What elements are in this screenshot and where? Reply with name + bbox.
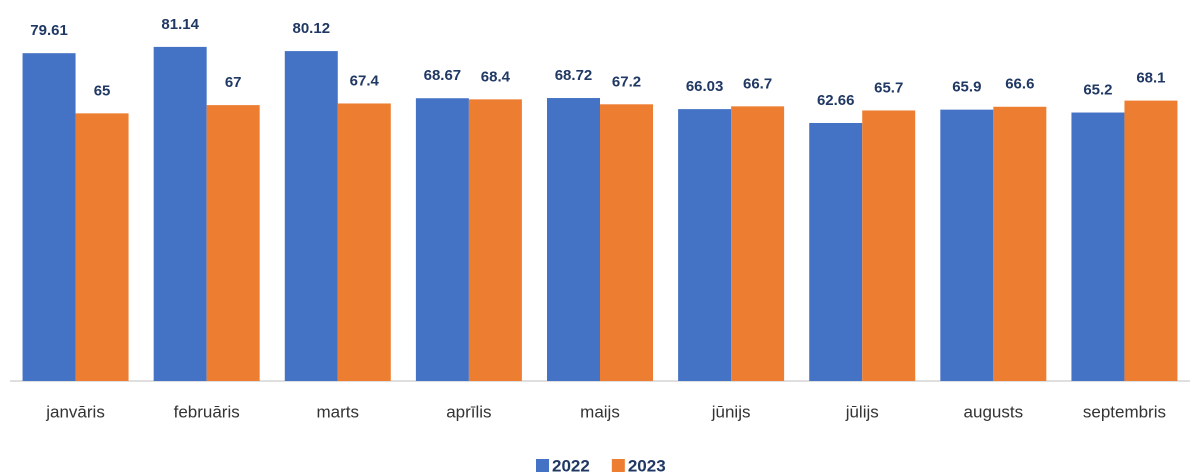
value-label: 68.1 bbox=[1136, 70, 1165, 87]
x-tick-label: janvāris bbox=[45, 402, 105, 421]
value-label: 65.2 bbox=[1083, 81, 1112, 98]
legend-swatch bbox=[611, 459, 625, 472]
x-tick-label: maijs bbox=[580, 402, 620, 421]
bar bbox=[731, 106, 785, 382]
bar bbox=[75, 113, 129, 382]
x-tick-label: augusts bbox=[964, 402, 1024, 421]
value-label: 62.66 bbox=[817, 92, 855, 109]
value-label: 66.7 bbox=[743, 75, 772, 92]
legend-label: 2022 bbox=[552, 456, 590, 474]
bar bbox=[206, 105, 260, 381]
bar bbox=[600, 104, 653, 381]
value-label: 67 bbox=[225, 74, 242, 91]
value-label: 68.4 bbox=[481, 68, 511, 85]
value-label: 81.14 bbox=[161, 16, 199, 33]
x-tick-label: marts bbox=[317, 402, 360, 421]
bar bbox=[1071, 112, 1125, 381]
bar bbox=[22, 53, 76, 381]
value-label: 68.72 bbox=[555, 67, 593, 84]
bar bbox=[1124, 100, 1178, 382]
value-label: 67.4 bbox=[350, 72, 380, 89]
value-label: 80.12 bbox=[293, 20, 331, 37]
bar bbox=[547, 98, 600, 382]
value-label: 66.03 bbox=[686, 78, 724, 95]
bar bbox=[993, 106, 1047, 381]
legend-swatch bbox=[536, 459, 549, 472]
bar bbox=[415, 98, 469, 381]
bar bbox=[940, 109, 994, 381]
x-tick-label: februāris bbox=[174, 402, 240, 421]
value-label: 67.2 bbox=[612, 73, 641, 90]
legend-label: 2023 bbox=[628, 456, 666, 474]
bar bbox=[153, 46, 207, 382]
value-label: 65.7 bbox=[874, 79, 903, 96]
bar bbox=[468, 99, 522, 382]
bar bbox=[284, 51, 338, 381]
value-label: 66.6 bbox=[1005, 76, 1034, 93]
value-label: 65.9 bbox=[952, 79, 981, 96]
x-tick-label: jūnijs bbox=[711, 402, 751, 421]
x-tick-label: jūlijs bbox=[845, 402, 879, 421]
value-label: 79.61 bbox=[30, 22, 68, 39]
value-label: 68.67 bbox=[424, 67, 462, 84]
bar bbox=[678, 109, 732, 382]
bar bbox=[337, 103, 391, 382]
bar bbox=[862, 110, 916, 382]
bar bbox=[809, 122, 863, 382]
value-label: 65 bbox=[94, 82, 111, 99]
x-tick-label: aprīlis bbox=[446, 402, 491, 421]
x-tick-label: septembris bbox=[1083, 402, 1166, 421]
